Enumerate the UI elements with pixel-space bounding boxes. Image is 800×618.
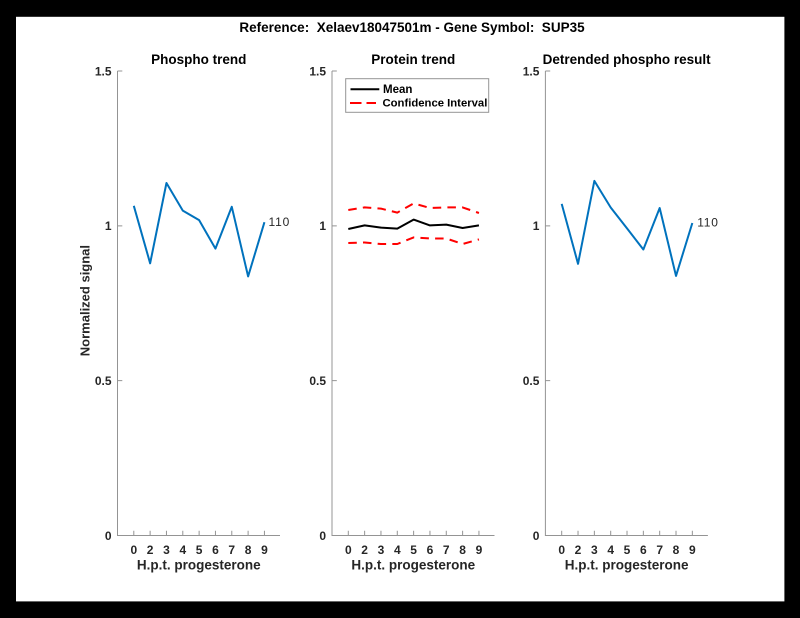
svg-text:7: 7	[228, 543, 235, 557]
svg-text:H.p.t. progesterone: H.p.t. progesterone	[565, 558, 689, 573]
svg-text:5: 5	[410, 543, 417, 557]
svg-text:1.5: 1.5	[309, 64, 326, 78]
svg-text:1: 1	[319, 219, 326, 233]
svg-text:3: 3	[163, 543, 170, 557]
svg-text:4: 4	[179, 543, 186, 557]
svg-text:Protein trend: Protein trend	[371, 52, 455, 67]
svg-text:Normalized signal: Normalized signal	[77, 245, 92, 356]
svg-text:3: 3	[591, 543, 598, 557]
svg-text:0: 0	[345, 543, 352, 557]
svg-text:4: 4	[394, 543, 401, 557]
svg-text:Reference: Xelaev18047501m -: Reference: Xelaev18047501m - Gene Symbol…	[239, 20, 585, 35]
svg-text:2: 2	[361, 543, 368, 557]
svg-text:2: 2	[575, 543, 582, 557]
svg-text:6: 6	[640, 543, 647, 557]
svg-text:7: 7	[656, 543, 663, 557]
svg-text:0.5: 0.5	[309, 374, 326, 388]
svg-text:4: 4	[607, 543, 614, 557]
svg-text:7: 7	[443, 543, 450, 557]
svg-text:Confidence Interval: Confidence Interval	[383, 98, 488, 110]
svg-text:2: 2	[147, 543, 154, 557]
svg-text:1: 1	[533, 219, 540, 233]
svg-text:0: 0	[319, 529, 326, 543]
svg-text:0: 0	[130, 543, 137, 557]
svg-text:1: 1	[105, 219, 112, 233]
svg-text:9: 9	[689, 543, 696, 557]
svg-text:110: 110	[269, 215, 290, 229]
svg-text:5: 5	[196, 543, 203, 557]
svg-text:Detrended phospho result: Detrended phospho result	[543, 52, 712, 67]
svg-text:6: 6	[427, 543, 434, 557]
svg-text:8: 8	[245, 543, 252, 557]
svg-text:3: 3	[378, 543, 385, 557]
svg-text:Mean: Mean	[383, 84, 412, 96]
svg-text:H.p.t. progesterone: H.p.t. progesterone	[137, 558, 261, 573]
svg-text:Phospho trend: Phospho trend	[151, 52, 246, 67]
svg-text:1.5: 1.5	[523, 64, 540, 78]
svg-text:H.p.t. progesterone: H.p.t. progesterone	[351, 558, 475, 573]
svg-text:9: 9	[261, 543, 268, 557]
svg-text:0: 0	[533, 529, 540, 543]
svg-text:5: 5	[624, 543, 631, 557]
svg-text:8: 8	[673, 543, 680, 557]
svg-text:6: 6	[212, 543, 219, 557]
svg-text:0: 0	[105, 529, 112, 543]
svg-text:0: 0	[558, 543, 565, 557]
svg-text:9: 9	[476, 543, 483, 557]
svg-text:110: 110	[697, 216, 718, 230]
svg-text:8: 8	[459, 543, 466, 557]
svg-text:0.5: 0.5	[523, 374, 540, 388]
svg-text:0.5: 0.5	[95, 374, 112, 388]
svg-text:1.5: 1.5	[95, 64, 112, 78]
